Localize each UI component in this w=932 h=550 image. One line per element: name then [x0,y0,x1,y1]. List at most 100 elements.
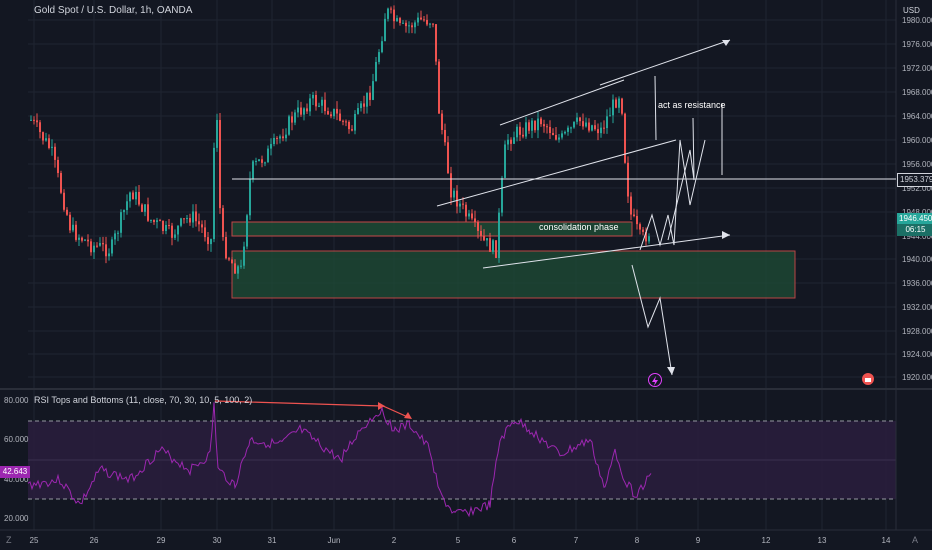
candle-body [279,136,281,139]
candle-body [627,162,629,197]
candle-body [105,244,107,257]
time-tick-label: 2 [392,536,397,545]
candle-body [132,192,134,200]
resistance-annotation[interactable]: act as resistance [658,100,726,110]
time-tick-label: 29 [157,536,166,545]
bullish-projection-path[interactable] [639,139,706,251]
candle-body [174,234,176,238]
rsi-indicator-title[interactable]: RSI Tops and Bottoms (11, close, 70, 30,… [34,395,253,405]
candle-body [492,240,494,252]
candle-body [30,119,32,121]
candle-body [600,127,602,134]
candle-body [201,224,203,228]
timezone-icon[interactable]: Z [6,535,12,545]
candle-body [486,238,488,241]
channel-lower-line[interactable] [482,234,731,269]
candle-body [267,148,269,163]
time-axis[interactable]: 25 26 29 30 31 Jun 2 5 6 7 8 9 12 13 14 [30,536,891,545]
candle-body [345,121,347,123]
candle-body [114,233,116,240]
candle-body [429,23,431,25]
rsi-axis[interactable]: 80.000 60.000 40.000 20.000 [4,396,29,523]
demand-zone-small[interactable] [231,221,633,237]
candle-body [396,18,398,22]
candle-body [594,125,596,130]
candle-body [477,222,479,231]
lightning-icon[interactable] [648,373,662,387]
arrowhead-icon [378,402,385,410]
candle-body [639,224,641,230]
candle-body [336,108,338,114]
candle-body [378,52,380,62]
candle-body [609,115,611,117]
candle-body [372,81,374,100]
current-price-tag: 1946.450 [897,213,932,225]
time-tick-label: 5 [456,536,461,545]
candle-body [180,218,182,226]
candle-body [123,210,125,213]
demand-zone-large[interactable] [231,250,796,299]
candle-body [573,121,575,128]
flag-icon[interactable] [862,373,874,385]
candle-body [528,122,530,131]
candle-body [633,214,635,217]
candle-body [381,41,383,53]
candle-body [552,133,554,135]
candle-body [144,204,146,212]
candle-body [171,225,173,238]
candle-body [198,221,200,225]
bearish-projection-path[interactable] [631,264,673,376]
trend-arrow-up[interactable] [599,39,731,86]
candle-body [564,131,566,134]
candle-body [90,241,92,253]
price-axis[interactable]: 1980.000 1976.000 1972.000 1968.000 1964.000… [902,16,932,382]
projection-down-arrow[interactable] [654,75,657,141]
candle-body [567,127,569,132]
candle-body [108,253,110,257]
candle-body [648,236,650,242]
time-tick-label: Jun [328,536,341,545]
candle-body [321,99,323,106]
arrowhead-icon [722,40,730,46]
candle-body [489,238,491,252]
candle-body [75,224,77,240]
candle-body [471,213,473,219]
price-tick-label: 1924.000 [902,350,932,359]
price-tick-label: 1972.000 [902,64,932,73]
candle-body [453,190,455,198]
candle-body [615,99,617,108]
candle-body [324,99,326,112]
price-tick-label: 1940.000 [902,255,932,264]
candle-body [531,120,533,131]
consolidation-annotation[interactable]: consolidation phase [539,222,619,232]
alt-projection-path[interactable] [667,117,695,241]
candle-body [60,173,62,193]
channel-upper-line[interactable] [499,79,625,126]
level-line-price-tag: 1953.379 [897,173,932,187]
candle-body [402,22,404,24]
candle-body [51,146,53,148]
candle-body [72,224,74,231]
time-tick-label: 7 [574,536,579,545]
time-tick-label: 12 [762,536,771,545]
candle-body [645,231,647,242]
candle-body [597,129,599,134]
candle-body [168,224,170,226]
candle-body [522,134,524,137]
candle-body [642,229,644,232]
channel-mid-line[interactable] [436,139,677,207]
candle-body [213,147,215,240]
candlesticks [30,5,650,279]
candle-body [342,120,344,122]
candle-body [162,220,164,231]
candle-body [399,18,401,23]
candle-body [120,212,122,233]
candle-body [618,98,620,108]
candle-body [507,139,509,145]
time-tick-label: 8 [635,536,640,545]
candle-body [555,134,557,140]
price-tick-label: 1948.000 [902,208,932,217]
auto-scale-icon[interactable]: A [912,535,918,545]
candle-body [93,245,95,253]
